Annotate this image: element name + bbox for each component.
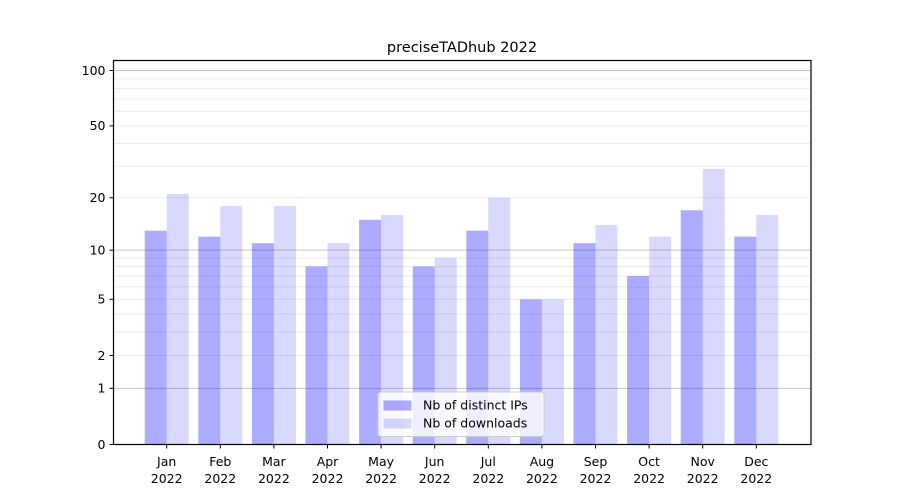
x-tick-label-month: Aug [530,454,554,469]
bar-nov-distinct-ips [680,210,703,445]
x-tick-label-year: 2022 [151,471,183,486]
x-tick-label-year: 2022 [687,471,719,486]
x-tick-label-month: Jun [424,454,445,469]
bar-may-downloads [381,214,404,445]
y-tick-label: 20 [90,190,106,205]
x-tick-label-year: 2022 [312,471,344,486]
x-tick-label-year: 2022 [365,471,397,486]
bar-sep-downloads [595,225,618,445]
legend-label-downloads: Nb of downloads [423,416,527,431]
legend-box [377,391,545,437]
x-tick-label-year: 2022 [633,471,665,486]
y-tick-label: 100 [82,63,106,78]
x-tick-label-month: Dec [744,454,768,469]
bar-oct-downloads [649,236,672,445]
bar-jan-distinct-ips [144,230,167,445]
x-tick-label-month: Sep [584,454,608,469]
y-tick-label: 1 [98,381,106,396]
y-tick-label: 5 [98,292,106,307]
y-tick-label: 2 [98,348,106,363]
bar-jan-downloads [166,194,189,445]
bar-aug-downloads [541,299,564,445]
bar-apr-downloads [327,243,350,445]
bar-may-distinct-ips [359,219,382,445]
legend-label-distinct-ips: Nb of distinct IPs [423,398,528,413]
bar-nov-downloads [702,168,725,445]
bar-feb-downloads [220,205,243,445]
x-tick-label-month: Nov [690,454,715,469]
axis-ticks-and-labels: 0 1 2 5 10 20 50 100 Jan 2022 Feb 2022 Mar 2022 Apr 202… [82,63,773,486]
x-tick-label-year: 2022 [258,471,290,486]
gridlines [113,69,811,389]
x-tick-label-month: Jan [156,454,176,469]
x-tick-label-month: Feb [209,454,231,469]
legend-swatch-distinct-ips [383,400,412,411]
x-tick-label-month: Mar [262,454,286,469]
x-tick-label-year: 2022 [580,471,612,486]
bar-sep-distinct-ips [573,243,596,445]
bar-oct-distinct-ips [627,275,650,445]
y-tick-label: 0 [98,437,106,452]
y-tick-label: 10 [90,242,106,257]
x-tick-label-month: May [368,454,394,469]
bar-mar-downloads [273,205,296,445]
legend-swatch-downloads [383,418,412,429]
bar-jul-distinct-ips [466,230,489,445]
legend: Nb of distinct IPs Nb of downloads [377,391,545,437]
bar-jul-downloads [488,197,511,445]
bar-dec-downloads [756,214,779,445]
x-tick-label-year: 2022 [419,471,451,486]
bar-mar-distinct-ips [251,243,274,445]
x-tick-label-month: Jul [480,454,496,469]
x-tick-label-month: Apr [317,454,339,469]
chart-title: preciseTADhub 2022 [387,40,537,56]
x-tick-label-year: 2022 [740,471,772,486]
bar-feb-distinct-ips [198,236,221,445]
bar-apr-distinct-ips [305,266,328,445]
bar-dec-distinct-ips [734,236,757,445]
plot-frame [112,59,812,446]
x-tick-label-year: 2022 [526,471,558,486]
x-tick-label-month: Oct [638,454,660,469]
y-tick-label: 50 [90,118,106,133]
x-tick-label-year: 2022 [204,471,236,486]
x-tick-label-year: 2022 [472,471,504,486]
